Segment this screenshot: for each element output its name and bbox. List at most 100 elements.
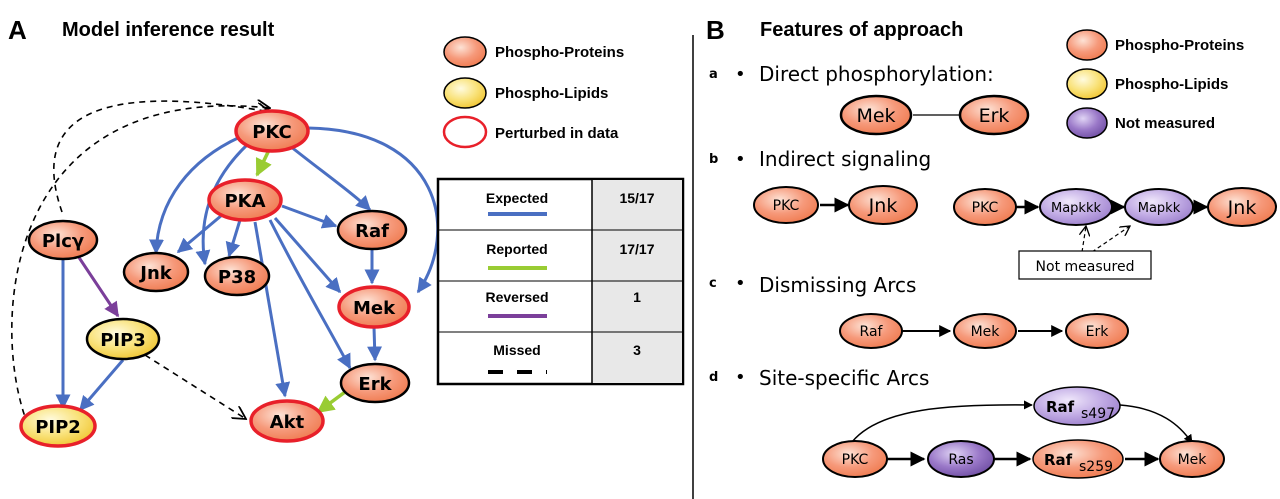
node-erk: Erk (339, 362, 411, 404)
edge-missed-pip2-pkc (11, 106, 270, 426)
table-row-label: Missed (493, 342, 540, 358)
dismissing-node-mek-label: Mek (971, 324, 1001, 340)
site-node-mek (1159, 440, 1225, 478)
feature-item: c • Dismissing Arcs (709, 273, 916, 297)
legend-b-protein-swatch (1066, 29, 1108, 61)
indirect-node-jnk-2-label: Jnk (1227, 197, 1257, 219)
edge-pkc-raf (289, 144, 372, 212)
node-erk-label: Erk (358, 374, 392, 395)
indirect-diagram: PKC Jnk PKC Mapkkk Mapkk Jnk Not measure… (753, 185, 1277, 280)
indirect-node-mapkk-label: Mapkk (1138, 201, 1181, 216)
table-row-label: Reversed (485, 289, 548, 305)
site-node-raf-s259-base: Raf (1044, 451, 1073, 469)
table-row: Expected 15/17 (486, 190, 655, 216)
indirect-node-pkc-label: PKC (773, 198, 800, 214)
site-node-pkc-label: PKC (842, 452, 869, 468)
node-jnk-label: Jnk (138, 263, 173, 284)
node-mek: Mek (337, 285, 411, 329)
legend-lipid-swatch (443, 77, 487, 109)
table-row-value: 3 (633, 342, 641, 358)
not-measured-callout-label: Not measured (1036, 259, 1135, 275)
edge-plcg-pip3 (76, 255, 120, 318)
indirect-node-mapkk (1124, 188, 1194, 226)
table-row-value: 17/17 (619, 241, 654, 257)
indirect-node-pkc-2-label: PKC (972, 200, 999, 216)
site-node-mek-label: Mek (1178, 452, 1208, 468)
table-row-label: Reported (486, 241, 547, 257)
node-raf: Raf (336, 209, 408, 251)
panel-b-letter: B (706, 15, 725, 45)
edge-erk-akt (316, 390, 347, 414)
edge-pkc-mek (307, 126, 440, 294)
edge-pka-erk (268, 219, 352, 370)
dismissing-node-raf (839, 313, 903, 349)
direct-node-mek (839, 94, 913, 136)
legend-perturbed-label: Perturbed in data (495, 125, 619, 142)
direct-node-mek-label: Mek (856, 105, 895, 127)
feature-item-bullet: • (735, 273, 746, 294)
site-node-raf-s497-sub: s497 (1081, 406, 1115, 422)
panel-a-letter: A (8, 15, 27, 45)
feature-item-bullet: • (735, 149, 746, 170)
node-pka: PKA (207, 178, 283, 222)
results-table: Expected 15/17 Reported 17/17 Reversed 1… (436, 177, 685, 386)
edge-mek-erk (367, 326, 383, 362)
indirect-node-pkc (753, 186, 819, 224)
dismissing-node-erk (1065, 313, 1129, 349)
indirect-node-mapkkk-label: Mapkkk (1051, 201, 1101, 216)
edge-pka-akt (253, 221, 291, 398)
feature-item-text: Direct phosphorylation: (759, 62, 994, 86)
legend-protein-label: Phospho-Proteins (495, 44, 624, 61)
edge-pka-raf (281, 204, 338, 229)
legend-b-lipid-label: Phospho-Lipids (1115, 76, 1228, 93)
feature-item-bullet: • (735, 367, 746, 388)
site-node-raf-s497-base: Raf (1046, 398, 1075, 416)
feature-item-text: Indirect signaling (759, 147, 931, 171)
table-row: Reversed 1 (485, 289, 641, 318)
node-pka-label: PKA (224, 191, 265, 212)
edge-missed-pip3-akt (144, 354, 246, 419)
edge-pip3-pip2 (78, 359, 125, 412)
feature-item-index: b (709, 152, 718, 167)
site-node-raf-s259-sub: s259 (1079, 459, 1113, 475)
edge-missed-plcg-pkc (53, 100, 270, 213)
panel-b-title: Features of approach (760, 19, 963, 41)
site-node-ras-label: Ras (948, 452, 973, 468)
node-pip3: PIP3 (85, 317, 161, 361)
node-p38: P38 (203, 255, 271, 297)
feature-item-index: a (709, 67, 718, 82)
feature-item-bullet: • (735, 64, 746, 85)
edge-pkc-jnk (149, 135, 241, 255)
node-mek-label: Mek (353, 298, 396, 319)
legend-protein-swatch (443, 36, 487, 68)
feature-item: d • Site-specific Arcs (709, 366, 929, 390)
dismissing-node-raf-label: Raf (860, 324, 884, 340)
panel-a-edges (11, 100, 440, 426)
node-pip2-label: PIP2 (35, 417, 81, 438)
table-row-value: 15/17 (619, 190, 654, 206)
node-jnk: Jnk (122, 251, 190, 293)
panel-a-legend: Phospho-Proteins Phospho-Lipids Perturbe… (442, 36, 624, 149)
feature-item-index: d (709, 370, 718, 385)
table-row-value: 1 (633, 289, 641, 305)
node-pkc-label: PKC (252, 122, 292, 143)
feature-item: b • Indirect signaling (709, 147, 931, 171)
table-row: Reported 17/17 (486, 241, 655, 270)
site-node-ras (927, 440, 995, 478)
feature-item: a • Direct phosphorylation: (709, 62, 994, 86)
panel-b-legend: Phospho-Proteins Phospho-Lipids Not meas… (1066, 29, 1244, 139)
dismissing-node-mek (953, 313, 1017, 349)
indirect-node-jnk-label: Jnk (868, 195, 898, 217)
node-pkc: PKC (234, 109, 310, 153)
indirect-node-mapkkk (1039, 188, 1113, 226)
direct-node-erk (958, 94, 1030, 136)
feature-item-index: c (709, 276, 717, 291)
site-node-raf-s497 (1033, 386, 1121, 426)
legend-b-protein-label: Phospho-Proteins (1115, 37, 1244, 54)
direct-node-erk-label: Erk (979, 105, 1010, 127)
site-diagram: PKC Ras Raf s497 Raf s259 Mek (822, 386, 1225, 479)
legend-b-not-measured-label: Not measured (1115, 115, 1215, 132)
node-plcg-label: Plcγ (42, 231, 84, 252)
site-node-pkc (822, 440, 888, 478)
node-akt: Akt (249, 399, 325, 443)
